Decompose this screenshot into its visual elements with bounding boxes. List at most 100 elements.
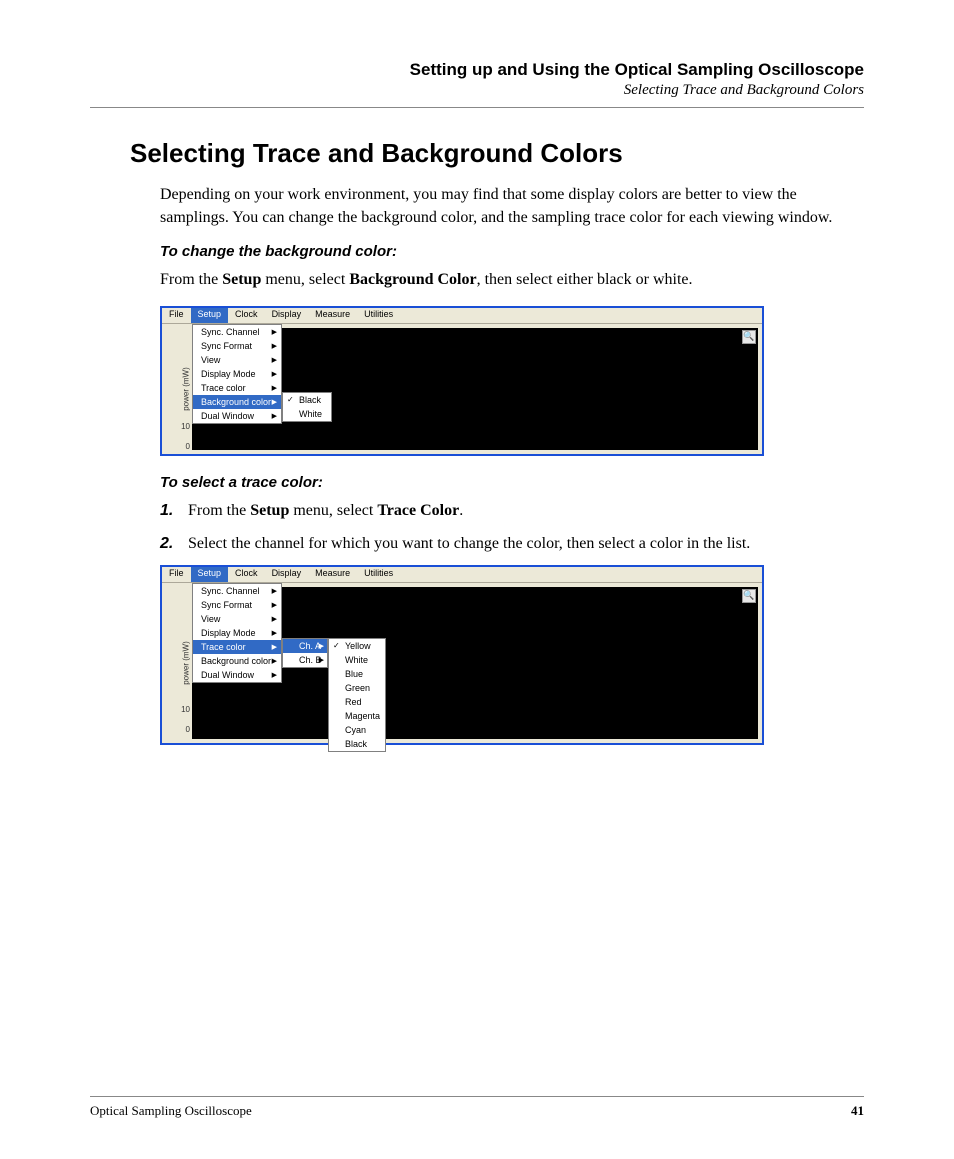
text-frag: menu, select	[289, 502, 377, 519]
text-frag: From the	[188, 502, 250, 519]
text-frag: .	[459, 502, 463, 519]
menu-item-view[interactable]: View ▶	[193, 612, 281, 626]
submenu-arrow-icon: ▶	[272, 398, 277, 406]
color-item-blue[interactable]: Blue	[329, 667, 385, 681]
submenu-arrow-icon: ▶	[272, 328, 277, 336]
submenu-arrow-icon: ▶	[272, 384, 277, 392]
menu-item-label: Trace color	[201, 642, 246, 652]
intro-paragraph: Depending on your work environment, you …	[160, 183, 854, 229]
menu-setup[interactable]: Setup	[191, 308, 229, 323]
submenu-arrow-icon: ▶	[272, 671, 277, 679]
setup-dropdown: Sync. Channel▶ Sync Format ▶ View▶ Displa…	[192, 324, 282, 424]
text-frag: From the	[160, 271, 222, 288]
menu-item-label: Display Mode	[201, 369, 256, 379]
footer-page-number: 41	[851, 1103, 864, 1119]
menu-item-label: Sync Format	[201, 341, 252, 351]
menu-measure[interactable]: Measure	[308, 308, 357, 323]
menu-setup[interactable]: Setup	[191, 567, 229, 582]
menu-measure[interactable]: Measure	[308, 567, 357, 582]
color-item-yellow[interactable]: ✓Yellow	[329, 639, 385, 653]
bgcolor-submenu: ✓Black White	[282, 392, 332, 422]
submenu-item-label: Blue	[345, 669, 363, 679]
text-bold: Trace Color	[377, 502, 459, 519]
zoom-icon[interactable]: 🔍	[742, 330, 756, 344]
menu-clock[interactable]: Clock	[228, 308, 265, 323]
step-number: 1.	[160, 499, 188, 522]
submenu-item-black[interactable]: ✓Black	[283, 393, 331, 407]
menu-item-sync-channel[interactable]: Sync. Channel▶	[193, 325, 281, 339]
color-item-cyan[interactable]: Cyan	[329, 723, 385, 737]
submenu-item-label: White	[345, 655, 368, 665]
submenu-arrow-icon: ▶	[272, 356, 277, 364]
step-1: 1. From the Setup menu, select Trace Col…	[160, 499, 864, 522]
color-item-green[interactable]: Green	[329, 681, 385, 695]
menu-item-label: View	[201, 614, 220, 624]
text-bold: Setup	[222, 271, 261, 288]
submenu-item-white[interactable]: White	[283, 407, 331, 421]
color-item-red[interactable]: Red	[329, 695, 385, 709]
screenshot-bgcolor: File Setup Clock Display Measure Utiliti…	[160, 306, 764, 456]
section-title: Selecting Trace and Background Colors	[130, 138, 864, 169]
menu-item-label: Trace color	[201, 383, 246, 393]
page: Setting up and Using the Optical Samplin…	[0, 0, 954, 803]
submenu-item-label: Black	[299, 395, 321, 405]
menu-item-trace-color[interactable]: Trace color ▶	[193, 381, 281, 395]
menu-clock[interactable]: Clock	[228, 567, 265, 582]
menu-item-sync-format[interactable]: Sync Format▶	[193, 598, 281, 612]
menu-item-label: Display Mode	[201, 628, 256, 638]
chapter-subtitle: Selecting Trace and Background Colors	[90, 82, 864, 99]
submenu-item-label: Green	[345, 683, 370, 693]
y-tick: 0	[176, 725, 190, 734]
submenu-arrow-icon: ▶	[272, 643, 277, 651]
canvas-area: power (mW) 🔍 10 0 Sync. Channel▶ Sync Fo…	[162, 324, 762, 454]
menu-item-label: Background color	[201, 656, 271, 666]
text-bold: Background Color	[349, 271, 476, 288]
menu-item-display-mode[interactable]: Display Mode▶	[193, 626, 281, 640]
submenu-arrow-icon: ▶	[272, 601, 277, 609]
submenu-item-label: Magenta	[345, 711, 380, 721]
y-tick: 10	[176, 422, 190, 431]
submenu-item-cha[interactable]: Ch. A▶	[283, 639, 327, 653]
menu-item-display-mode[interactable]: Display Mode▶	[193, 367, 281, 381]
submenu-arrow-icon: ▶	[272, 615, 277, 623]
menu-item-view[interactable]: View▶	[193, 353, 281, 367]
color-item-magenta[interactable]: Magenta	[329, 709, 385, 723]
bg-proc-text: From the Setup menu, select Background C…	[160, 268, 854, 291]
setup-dropdown: Sync. Channel▶ Sync Format▶ View▶ Displa…	[192, 583, 282, 683]
menu-display[interactable]: Display	[265, 567, 309, 582]
menubar: File Setup Clock Display Measure Utiliti…	[162, 567, 762, 583]
menu-item-label: Sync. Channel	[201, 586, 260, 596]
menu-item-background-color[interactable]: Background color▶	[193, 395, 281, 409]
color-item-black[interactable]: Black	[329, 737, 385, 751]
step-2: 2. Select the channel for which you want…	[160, 532, 864, 555]
menu-utilities[interactable]: Utilities	[357, 308, 400, 323]
submenu-arrow-icon: ▶	[272, 342, 277, 350]
submenu-item-chb[interactable]: Ch. B▶	[283, 653, 327, 667]
step-text: Select the channel for which you want to…	[188, 532, 864, 555]
menu-item-sync-channel[interactable]: Sync. Channel▶	[193, 584, 281, 598]
text-frag: menu, select	[261, 271, 349, 288]
menu-display[interactable]: Display	[265, 308, 309, 323]
menu-item-dual-window[interactable]: Dual Window▶	[193, 409, 281, 423]
menu-item-sync-format[interactable]: Sync Format ▶	[193, 339, 281, 353]
menubar: File Setup Clock Display Measure Utiliti…	[162, 308, 762, 324]
zoom-icon[interactable]: 🔍	[742, 589, 756, 603]
check-icon: ✓	[333, 641, 340, 650]
bg-proc-heading: To change the background color:	[160, 243, 864, 260]
y-axis-label: power (mW)	[181, 641, 190, 685]
menu-utilities[interactable]: Utilities	[357, 567, 400, 582]
page-header: Setting up and Using the Optical Samplin…	[90, 60, 864, 99]
menu-file[interactable]: File	[162, 308, 191, 323]
header-rule	[90, 107, 864, 108]
submenu-arrow-icon: ▶	[272, 412, 277, 420]
page-footer: Optical Sampling Oscilloscope 41	[90, 1096, 864, 1119]
menu-item-label: Background color	[201, 397, 271, 407]
chapter-title: Setting up and Using the Optical Samplin…	[90, 60, 864, 80]
color-submenu: ✓Yellow White Blue Green Red Magenta Cya…	[328, 638, 386, 752]
color-item-white[interactable]: White	[329, 653, 385, 667]
menu-item-trace-color[interactable]: Trace color ▶	[193, 640, 281, 654]
canvas-area: power (mW) 🔍 10 0 Sync. Channel▶ Sync Fo…	[162, 583, 762, 743]
menu-item-background-color[interactable]: Background color▶	[193, 654, 281, 668]
menu-item-dual-window[interactable]: Dual Window▶	[193, 668, 281, 682]
menu-file[interactable]: File	[162, 567, 191, 582]
